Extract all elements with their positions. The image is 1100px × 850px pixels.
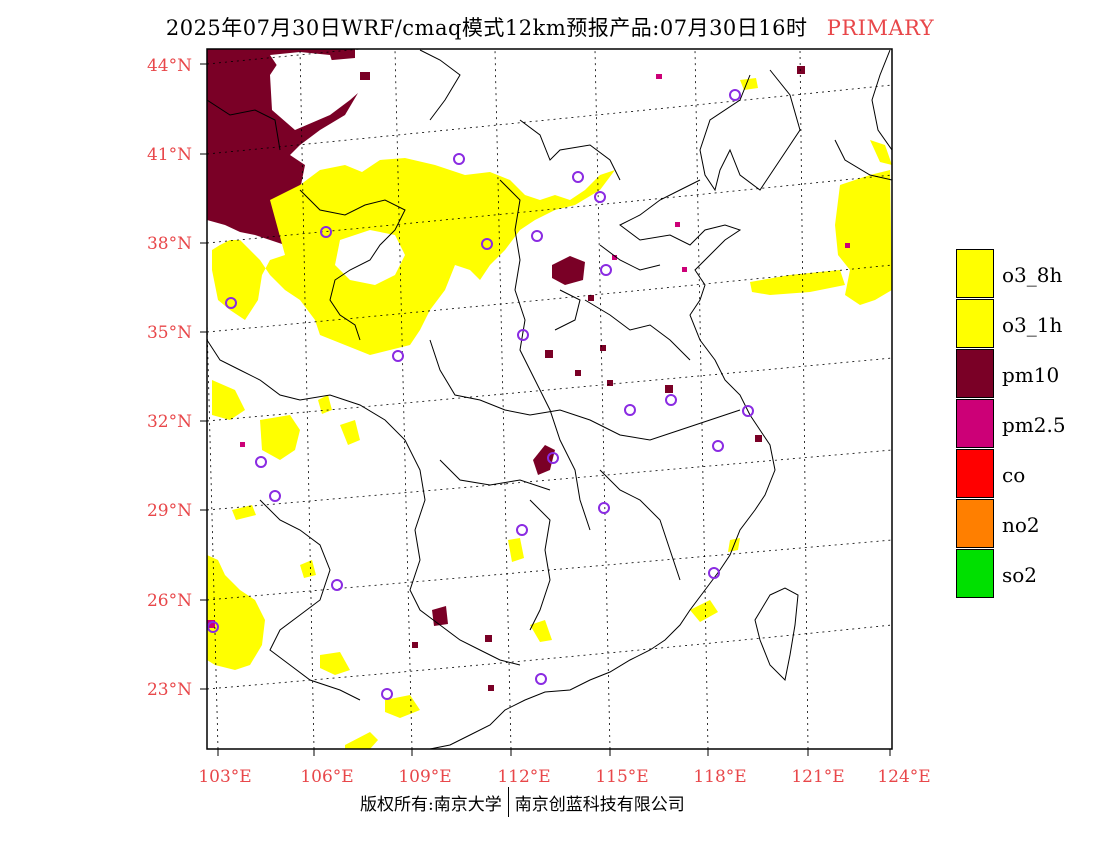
pm10-north-field: [207, 49, 370, 245]
station-marker: [598, 502, 610, 514]
monitoring-stations: [207, 89, 754, 700]
lon-label: 109°E: [398, 767, 451, 787]
station-marker: [712, 440, 724, 452]
lat-label: 35°N: [147, 323, 192, 343]
legend-swatch: [956, 349, 994, 398]
graticule: [207, 49, 892, 749]
lat-label: 29°N: [147, 501, 192, 521]
station-marker: [269, 490, 281, 502]
map-title: 2025年07月30日WRF/cmaq模式12km预报产品:07月30日16时 …: [0, 12, 1100, 42]
tick-marks: [200, 63, 891, 756]
station-marker: [517, 329, 529, 341]
lon-label: 115°E: [595, 767, 648, 787]
longitude-labels: 103°E 106°E 109°E 112°E 115°E 118°E 121°…: [198, 767, 930, 787]
legend-label: pm10: [1002, 363, 1060, 387]
station-marker: [742, 405, 754, 417]
legend-label: o3_1h: [1002, 313, 1063, 337]
lat-label: 32°N: [147, 412, 192, 432]
latitude-labels: 23°N 26°N 29°N 32°N 35°N 38°N 41°N 44°N: [147, 56, 192, 700]
lon-label: 124°E: [877, 767, 930, 787]
station-marker: [381, 688, 393, 700]
legend-swatch: [956, 499, 994, 548]
legend-label: co: [1002, 463, 1026, 487]
station-marker: [481, 238, 493, 250]
copyright-credit: 版权所有:南京大学 南京创蓝科技有限公司: [360, 786, 685, 821]
legend-swatch: [956, 399, 994, 448]
station-marker: [572, 171, 584, 183]
lon-label: 118°E: [693, 767, 746, 787]
station-marker: [453, 153, 465, 165]
station-marker: [594, 191, 606, 203]
credit-company: 南京创蓝科技有限公司: [514, 795, 685, 815]
boundary-lines: [207, 49, 892, 749]
lon-label: 106°E: [300, 767, 353, 787]
lon-label: 121°E: [791, 767, 844, 787]
legend-swatch: [956, 299, 994, 348]
ozone-field: [207, 78, 892, 749]
station-marker: [516, 524, 528, 536]
lat-label: 44°N: [147, 56, 192, 76]
lon-label: 103°E: [198, 767, 251, 787]
station-marker: [600, 264, 612, 276]
station-marker: [531, 230, 543, 242]
legend-swatch: [956, 449, 994, 498]
title-text: 2025年07月30日WRF/cmaq模式12km预报产品:07月30日16时: [165, 16, 808, 40]
station-marker: [255, 456, 267, 468]
lon-label: 112°E: [497, 767, 550, 787]
legend-label: pm2.5: [1002, 413, 1066, 437]
station-marker: [207, 621, 219, 633]
primary-tag: PRIMARY: [826, 16, 935, 40]
station-marker: [729, 89, 741, 101]
station-marker: [225, 297, 237, 309]
station-marker: [331, 579, 343, 591]
credit-owner: 版权所有:南京大学: [360, 795, 502, 815]
station-marker: [624, 404, 636, 416]
station-marker: [547, 452, 559, 464]
station-marker: [535, 673, 547, 685]
legend-label: o3_8h: [1002, 263, 1063, 287]
legend-label: so2: [1002, 563, 1038, 587]
legend-swatch: [956, 249, 994, 298]
map-frame: [206, 48, 893, 750]
legend-label: no2: [1002, 513, 1040, 537]
pm10-spots: [412, 66, 805, 691]
credit-separator: [507, 786, 509, 817]
lat-label: 41°N: [147, 145, 192, 165]
lat-label: 23°N: [147, 680, 192, 700]
legend-swatch: [956, 549, 994, 598]
station-marker: [320, 226, 332, 238]
station-marker: [392, 350, 404, 362]
station-marker: [665, 394, 677, 406]
pm25-spots: [207, 74, 850, 628]
lat-label: 26°N: [147, 591, 192, 611]
lat-label: 38°N: [147, 234, 192, 254]
station-marker: [708, 567, 720, 579]
